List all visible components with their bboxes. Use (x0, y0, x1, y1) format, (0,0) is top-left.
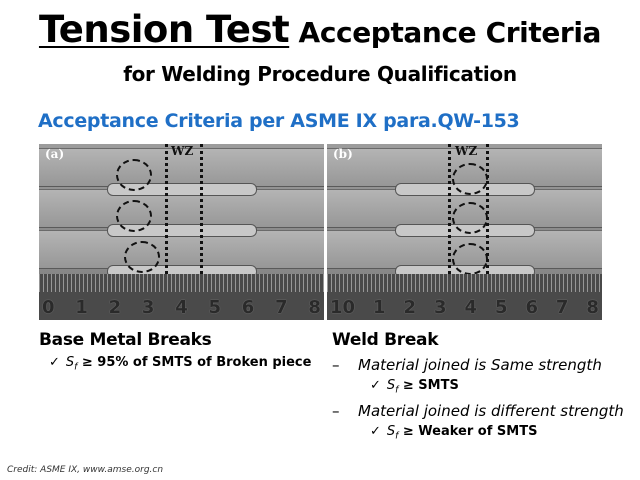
photo-weld-break: WZ (b) 10 1 2 3 4 5 6 7 8 (327, 144, 602, 320)
case-different-strength: – Material joined is different strength (332, 402, 624, 420)
ruler-number: 0 (42, 297, 55, 318)
check-icon: ✓ (49, 355, 60, 370)
weld-zone-boundary-right (200, 144, 203, 274)
weld-zone-boundary-left (165, 144, 168, 274)
break-marker-circle (452, 163, 488, 195)
photo-base-metal-breaks: WZ (a) 0 1 2 3 4 5 6 7 8 (39, 144, 324, 320)
sf-symbol: Sf (386, 423, 399, 442)
ruler-number: 7 (555, 297, 569, 318)
break-marker-circle (116, 159, 152, 191)
slide-subtitle: for Welding Procedure Qualification (123, 62, 517, 86)
ruler-number: 7 (275, 297, 288, 318)
case-same-strength: – Material joined is Same strength (332, 356, 624, 374)
ruler-number: 2 (108, 297, 122, 318)
ruler-number: 5 (208, 297, 222, 318)
break-marker-circle (452, 202, 488, 234)
ruler-number: 8 (308, 297, 321, 318)
criterion-text: ≥ Weaker of SMTS (398, 423, 538, 439)
criterion-same-strength: ✓ Sf ≥ SMTS (370, 378, 624, 396)
break-marker-circle (452, 243, 488, 275)
dash-bullet: – (332, 356, 340, 374)
case-text: Material joined is Same strength (358, 356, 602, 374)
dash-bullet: – (332, 401, 340, 420)
weld-zone-label: WZ (171, 144, 194, 158)
ruler: 10 1 2 3 4 5 6 7 8 (327, 274, 602, 320)
check-icon: ✓ (370, 423, 381, 439)
section-heading: Acceptance Criteria per ASME IX para.QW-… (38, 110, 520, 132)
base-metal-section: Base Metal Breaks ✓ Sf ≥ 95% of SMTS of B… (39, 330, 311, 373)
photo-label: (b) (333, 147, 353, 161)
ruler-number: 3 (141, 297, 155, 318)
sf-symbol: Sf (386, 378, 399, 396)
break-marker-circle (116, 200, 152, 232)
ruler-number: 8 (586, 297, 599, 318)
ruler-number: 1 (75, 297, 88, 318)
criterion-different-strength: ✓ Sf ≥ Weaker of SMTS (370, 424, 624, 442)
base-metal-criterion: ✓ Sf ≥ 95% of SMTS of Broken piece (49, 355, 311, 373)
ruler: 0 1 2 3 4 5 6 7 8 (39, 274, 324, 320)
weld-break-section: Weld Break – Material joined is Same stre… (332, 330, 624, 441)
ruler-number: 1 (373, 297, 386, 318)
check-icon: ✓ (370, 378, 381, 393)
title-acceptance-criteria: Acceptance Criteria (289, 16, 602, 49)
ruler-number: 10 (330, 297, 356, 318)
ruler-number: 6 (525, 297, 538, 318)
weld-break-heading: Weld Break (332, 330, 439, 350)
ruler-number: 4 (175, 297, 188, 318)
case-text: Material joined is different strength (358, 401, 624, 420)
title-tension-test: Tension Test (38, 8, 290, 51)
ruler-number: 3 (433, 297, 447, 318)
photo-label: (a) (45, 147, 65, 161)
ruler-number: 6 (241, 297, 255, 318)
criterion-text: ≥ 95% of SMTS of Broken piece (77, 355, 312, 370)
slide-title: Tension Test Acceptance Criteria (0, 8, 640, 51)
ruler-number: 2 (403, 297, 417, 318)
credit-text: Credit: ASME IX, www.amse.org.cn (7, 465, 164, 475)
base-metal-heading: Base Metal Breaks (39, 330, 212, 350)
criterion-text: ≥ SMTS (398, 378, 459, 393)
ruler-number: 5 (494, 297, 508, 318)
ruler-number: 4 (464, 297, 477, 318)
weld-zone-boundary-right (486, 144, 489, 274)
break-marker-circle (124, 241, 160, 273)
weld-zone-label: WZ (455, 144, 478, 158)
weld-zone-boundary-left (448, 144, 451, 274)
sf-symbol: Sf (65, 355, 78, 373)
